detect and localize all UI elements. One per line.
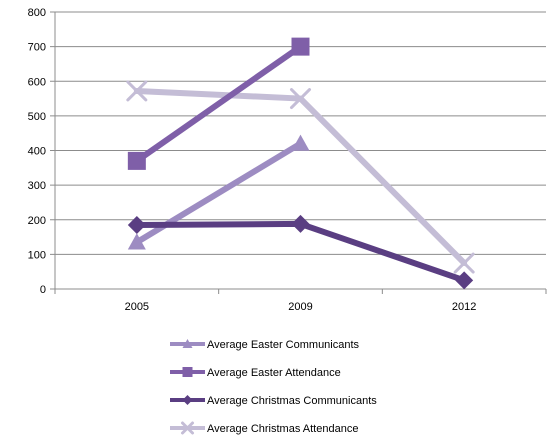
data-point-x bbox=[453, 252, 475, 274]
y-tick-label: 800 bbox=[28, 7, 46, 19]
y-tick-label: 100 bbox=[28, 249, 46, 261]
series-lines bbox=[126, 37, 475, 290]
x-axis-tick-labels: 2005 2009 2012 bbox=[125, 301, 477, 313]
data-point-square bbox=[291, 37, 310, 56]
legend-item: Average Easter Communicants bbox=[170, 339, 360, 351]
series-average-easter-communicants bbox=[127, 134, 310, 250]
series-average-easter-attendance bbox=[127, 37, 310, 170]
y-tick-label: 300 bbox=[28, 180, 46, 192]
series-average-christmas-communicants bbox=[127, 214, 474, 290]
data-point-diamond bbox=[182, 395, 193, 405]
legend-item: Average Christmas Communicants bbox=[170, 395, 377, 407]
legend-label: Average Christmas Attendance bbox=[207, 423, 358, 435]
series-average-christmas-attendance bbox=[126, 80, 475, 274]
data-point-diamond bbox=[291, 214, 310, 233]
y-tick-label: 400 bbox=[28, 146, 46, 158]
legend-item: Average Christmas Attendance bbox=[170, 421, 358, 435]
y-tick-label: 0 bbox=[40, 284, 46, 296]
y-tick-label: 700 bbox=[28, 42, 46, 54]
data-point-diamond bbox=[455, 271, 474, 290]
data-point-triangle bbox=[127, 233, 146, 250]
series-line bbox=[133, 87, 468, 267]
x-tick-label: 2012 bbox=[452, 301, 476, 313]
series-line bbox=[133, 43, 304, 164]
y-tick-label: 500 bbox=[28, 111, 46, 123]
data-point-x bbox=[290, 88, 311, 110]
y-tick-label: 200 bbox=[28, 215, 46, 227]
data-point-x bbox=[181, 421, 194, 435]
data-point-x bbox=[126, 80, 148, 102]
legend-label: Average Easter Communicants bbox=[207, 339, 360, 351]
data-point-square bbox=[127, 151, 146, 170]
legend-label: Average Christmas Communicants bbox=[207, 395, 377, 407]
data-point-triangle bbox=[291, 134, 310, 151]
y-axis-tick-labels: 0 100 200 300 400 500 600 700 800 bbox=[28, 7, 46, 296]
legend: Average Easter Communicants Average Easte… bbox=[170, 339, 377, 435]
x-tick-label: 2009 bbox=[288, 301, 312, 313]
y-tick-label: 600 bbox=[28, 76, 46, 88]
data-point-square bbox=[182, 367, 193, 377]
legend-item: Average Easter Attendance bbox=[170, 367, 341, 379]
data-point-triangle bbox=[182, 339, 193, 348]
x-tick-label: 2005 bbox=[125, 301, 149, 313]
legend-label: Average Easter Attendance bbox=[207, 367, 341, 379]
data-point-diamond bbox=[127, 215, 146, 234]
